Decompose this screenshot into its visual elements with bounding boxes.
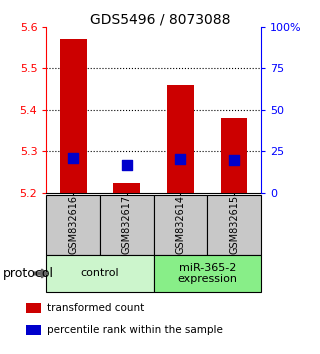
Bar — [26, 325, 41, 335]
Bar — [60, 39, 87, 193]
Text: GDS5496 / 8073088: GDS5496 / 8073088 — [90, 12, 230, 27]
Bar — [154, 195, 207, 255]
Text: transformed count: transformed count — [47, 303, 144, 313]
Bar — [46, 195, 100, 255]
Text: GSM832617: GSM832617 — [122, 195, 132, 255]
Text: control: control — [81, 268, 119, 279]
Bar — [46, 255, 154, 292]
Text: GSM832614: GSM832614 — [175, 195, 185, 254]
Bar — [220, 118, 247, 193]
Bar — [207, 195, 261, 255]
Text: GSM832616: GSM832616 — [68, 195, 78, 254]
Text: protocol: protocol — [3, 267, 54, 280]
Point — [231, 158, 236, 163]
Bar — [26, 303, 41, 313]
Bar — [100, 195, 154, 255]
Text: miR-365-2
expression: miR-365-2 expression — [177, 263, 237, 284]
Point — [124, 162, 129, 167]
Text: percentile rank within the sample: percentile rank within the sample — [47, 325, 223, 335]
Bar — [167, 85, 194, 193]
Point — [71, 155, 76, 161]
Text: GSM832615: GSM832615 — [229, 195, 239, 255]
Point — [178, 156, 183, 162]
Bar — [154, 255, 261, 292]
Bar — [113, 183, 140, 193]
